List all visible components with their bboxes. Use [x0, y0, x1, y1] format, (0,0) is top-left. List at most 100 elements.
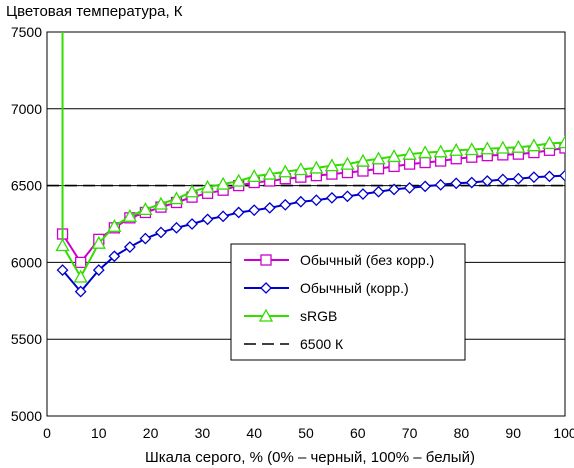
point-2-30: [526, 138, 542, 152]
point-2-2: [91, 235, 106, 249]
point-1-20: [372, 185, 385, 198]
x-tick-60: 60: [350, 425, 366, 441]
point-1-11: [232, 206, 245, 219]
point-2-12: [247, 169, 262, 183]
series-0: [56, 142, 565, 269]
y-tick-7000: 7000: [11, 101, 42, 117]
x-tick-0: 0: [43, 425, 51, 441]
point-1-15: [294, 195, 307, 208]
point-2-32: [557, 135, 565, 149]
point-1-6: [155, 226, 167, 239]
point-2-11: [231, 173, 246, 187]
x-tick-100: 100: [553, 425, 574, 441]
point-2-25: [449, 142, 464, 156]
x-tick-90: 90: [505, 425, 521, 441]
point-2-7: [169, 191, 184, 205]
point-1-32: [559, 169, 565, 182]
point-2-23: [418, 145, 433, 159]
x-tick-20: 20: [143, 425, 159, 441]
x-tick-40: 40: [246, 425, 262, 441]
point-1-23: [419, 180, 432, 193]
point-1-24: [434, 178, 447, 191]
point-1-3: [108, 250, 121, 263]
point-1-16: [310, 194, 323, 207]
point-1-4: [123, 241, 136, 253]
point-2-31: [542, 136, 557, 150]
point-1-21: [388, 183, 400, 196]
y-axis-label: Цветовая температура, К: [6, 3, 183, 20]
legend-marker-0: [260, 254, 272, 266]
x-axis-label: Шкала серого, % (0% – черный, 100% – бел…: [145, 449, 475, 466]
point-2-1: [73, 269, 88, 283]
point-1-13: [263, 201, 276, 214]
point-1-31: [543, 170, 556, 183]
point-1-8: [186, 218, 198, 230]
point-1-30: [528, 171, 540, 184]
point-1-26: [465, 176, 478, 189]
point-1-2: [92, 264, 105, 276]
legend-marker-1: [260, 282, 272, 294]
point-2-15: [293, 162, 308, 176]
point-2-27: [480, 141, 495, 155]
x-tick-30: 30: [195, 425, 211, 441]
point-2-17: [324, 158, 339, 172]
point-2-16: [309, 160, 324, 174]
point-1-10: [217, 210, 230, 223]
point-2-22: [402, 146, 417, 160]
point-1-17: [325, 191, 338, 204]
y-tick-5000: 5000: [11, 408, 42, 424]
point-2-9: [200, 179, 215, 193]
point-2-3: [107, 218, 122, 232]
y-tick-5500: 5500: [11, 331, 42, 347]
point-0-20: [372, 163, 385, 175]
point-0-22: [403, 158, 416, 170]
point-2-20: [371, 151, 386, 165]
y-tick-7500: 7500: [11, 24, 42, 40]
point-0-23: [419, 156, 431, 169]
x-tick-70: 70: [402, 425, 418, 441]
x-tick-50: 50: [298, 425, 314, 441]
series-layer: [47, 32, 565, 298]
point-1-22: [403, 181, 416, 194]
point-2-18: [340, 156, 355, 170]
point-2-5: [138, 202, 153, 216]
legend-label-1: Обычный (корр.): [300, 280, 409, 296]
point-2-14: [278, 164, 293, 178]
point-2-10: [216, 176, 231, 190]
point-1-29: [512, 172, 525, 185]
legend-marker-2: [258, 308, 274, 322]
legend-label-0: Обычный (без корр.): [300, 252, 434, 268]
point-2-6: [153, 196, 169, 210]
point-1-5: [139, 232, 152, 245]
point-2-24: [433, 144, 448, 158]
point-0-1: [75, 256, 87, 269]
legend: Обычный (без корр.) Обычный (корр.) sRGB 65…: [230, 243, 466, 361]
y-tick-6500: 6500: [11, 178, 42, 194]
point-2-21: [386, 149, 402, 163]
point-2-0: [55, 238, 70, 252]
point-0-19: [357, 165, 369, 177]
point-2-26: [464, 142, 479, 156]
point-1-27: [481, 175, 494, 187]
point-0-21: [388, 160, 400, 173]
point-1-28: [496, 173, 509, 186]
series-2: [55, 32, 565, 283]
point-1-25: [450, 177, 463, 190]
y-tick-6000: 6000: [11, 254, 42, 270]
point-1-0: [56, 264, 69, 276]
point-1-9: [201, 213, 214, 226]
point-1-18: [341, 190, 354, 203]
point-1-1: [74, 285, 87, 298]
point-2-29: [511, 139, 526, 153]
point-0-24: [435, 155, 447, 167]
x-tick-labels: 0 10 20 30 40 50 60 70 80 90 100: [43, 425, 574, 441]
legend-label-3: 6500 К: [300, 336, 344, 352]
point-1-12: [248, 204, 261, 217]
y-tick-labels: 5000 5500 6000 6500 7000 7500: [11, 24, 42, 424]
legend-label-2: sRGB: [300, 308, 337, 324]
point-1-14: [279, 198, 292, 211]
point-2-13: [262, 166, 277, 180]
point-1-7: [170, 221, 183, 234]
point-2-28: [495, 140, 510, 154]
